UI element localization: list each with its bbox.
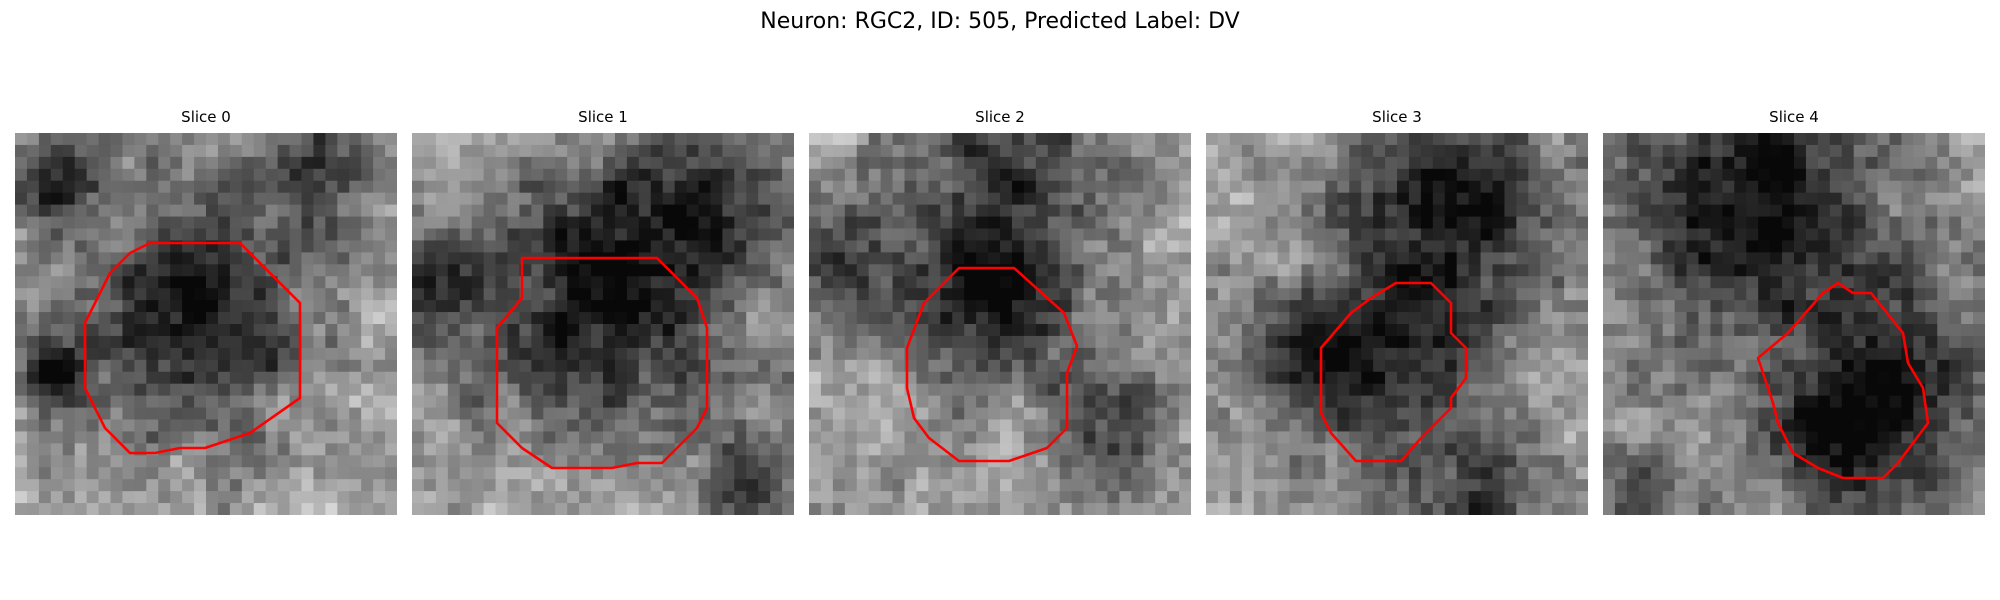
slice-panel-1: Slice 1 [412, 105, 794, 515]
slice-image [15, 133, 397, 515]
pixel-grid [809, 133, 1191, 515]
slice-title: Slice 2 [975, 108, 1025, 126]
figure-title: Neuron: RGC2, ID: 505, Predicted Label: … [760, 9, 1240, 34]
slice-image [412, 133, 794, 515]
slice-title: Slice 1 [578, 108, 628, 126]
slice-image [809, 133, 1191, 515]
slice-panel-4: Slice 4 [1603, 105, 1985, 515]
pixel-grid [1603, 133, 1985, 515]
slice-panel-2: Slice 2 [809, 105, 1191, 515]
roi-contour [83, 241, 302, 455]
roi-contour [495, 256, 709, 470]
roi-contour [1756, 281, 1930, 480]
slice-panel-0: Slice 0 [15, 105, 397, 515]
pixel-grid [15, 133, 397, 515]
roi-contour [905, 266, 1079, 463]
pixel-grid [412, 133, 794, 515]
pixel-grid [1206, 133, 1588, 515]
slice-image [1206, 133, 1588, 515]
slice-panel-3: Slice 3 [1206, 105, 1588, 515]
slice-title: Slice 0 [181, 108, 231, 126]
slice-title: Slice 3 [1372, 108, 1422, 126]
slice-title: Slice 4 [1769, 108, 1819, 126]
slice-image [1603, 133, 1985, 515]
roi-contour [1319, 281, 1468, 463]
